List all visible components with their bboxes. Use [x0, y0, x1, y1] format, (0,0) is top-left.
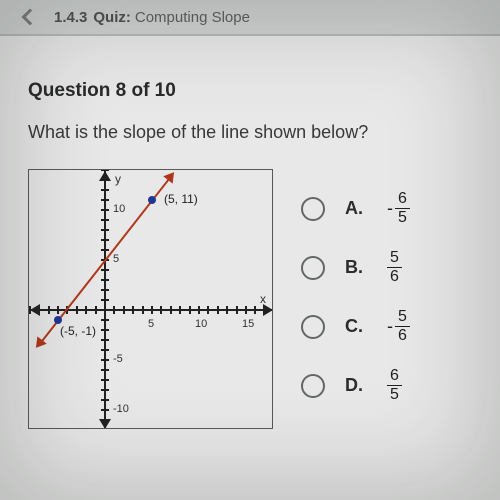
question-text: What is the slope of the line shown belo…: [28, 122, 480, 143]
question-number: Question 8 of 10: [28, 80, 480, 102]
radio-icon[interactable]: [301, 374, 325, 398]
choice-letter: D.: [345, 375, 363, 396]
x-tick-label: 15: [242, 318, 254, 330]
choice-letter: B.: [345, 257, 363, 278]
graph-point: [54, 316, 62, 324]
choice-letter: A.: [345, 198, 363, 219]
answer-choice[interactable]: A. -65: [301, 191, 410, 226]
radio-icon[interactable]: [301, 197, 325, 221]
answer-choice[interactable]: D. 65: [301, 368, 410, 403]
choice-letter: C.: [345, 316, 363, 337]
back-icon[interactable]: [22, 9, 39, 26]
y-tick-label: 10: [113, 203, 125, 215]
quiz-title: Computing Slope: [135, 9, 250, 26]
x-tick-label: 10: [195, 318, 207, 330]
graph: 5 10 15 5 10 -5 -10 y x (5, 11) (-5, -1): [28, 169, 273, 429]
question-page: Question 8 of 10 What is the slope of th…: [0, 36, 500, 429]
quiz-header: 1.4.3 Quiz: Computing Slope: [0, 0, 500, 36]
choice-value: 65: [387, 368, 402, 403]
graph-point-label: (-5, -1): [60, 324, 96, 338]
graph-point: [148, 196, 156, 204]
radio-icon[interactable]: [301, 315, 325, 339]
y-tick-label: -5: [113, 353, 123, 365]
choice-value: 56: [387, 250, 402, 285]
x-tick-label: 5: [148, 318, 154, 330]
x-axis-label: x: [260, 292, 266, 306]
choice-value: -65: [387, 191, 410, 226]
answer-choice[interactable]: C. -56: [301, 309, 410, 344]
quiz-kind: Quiz:: [93, 9, 131, 26]
y-tick-label: -10: [113, 403, 129, 415]
answer-choice[interactable]: B. 56: [301, 250, 410, 285]
radio-icon[interactable]: [301, 256, 325, 280]
quiz-spine: 1.4.3: [54, 9, 87, 26]
graph-point-label: (5, 11): [164, 192, 198, 206]
y-axis-label: y: [115, 172, 121, 186]
choice-value: -56: [387, 309, 410, 344]
answer-choices: A. -65 B. 56 C. -56 D. 65: [301, 169, 410, 429]
y-tick-label: 5: [113, 253, 119, 265]
